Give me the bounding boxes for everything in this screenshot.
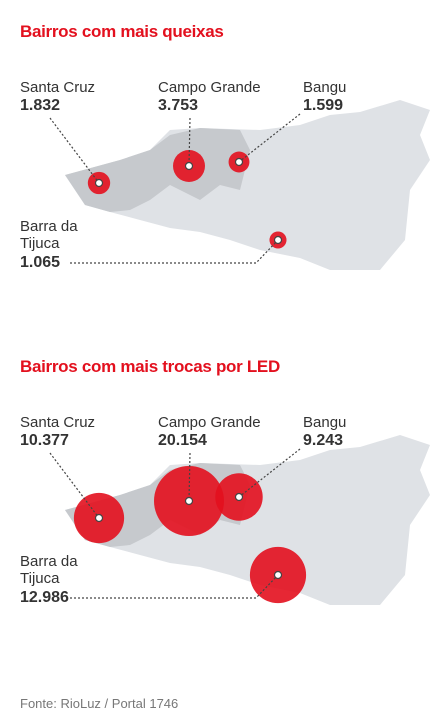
- point-name: Barra da Tijuca: [20, 553, 78, 587]
- bubble-center: [273, 570, 283, 580]
- point-name: Barra da Tijuca: [20, 218, 78, 252]
- point-value: 12.986: [20, 589, 69, 606]
- bubble-center: [234, 157, 244, 167]
- point-name: Campo Grande: [158, 79, 261, 96]
- point-name: Santa Cruz: [20, 79, 96, 96]
- bubble-center: [184, 161, 194, 171]
- point-value: 1.065: [20, 254, 61, 271]
- leader-line: [238, 113, 301, 163]
- map-west-zone: [65, 128, 250, 212]
- bubble-center: [94, 513, 104, 523]
- leader-line: [49, 117, 100, 184]
- point-value: 9.243: [303, 432, 344, 449]
- section-title: Bairros com mais queixas: [20, 22, 224, 41]
- point-value: 1.599: [303, 97, 344, 114]
- leader-line: [70, 574, 279, 599]
- section-title: Bairros com mais trocas por LED: [20, 357, 280, 376]
- map-land: [65, 100, 430, 270]
- bubble-center: [94, 178, 104, 188]
- point-value: 10.377: [20, 432, 69, 449]
- map-1: [65, 100, 430, 270]
- point-name: Santa Cruz: [20, 414, 96, 431]
- bubble-center: [234, 492, 244, 502]
- point-name: Campo Grande: [158, 414, 261, 431]
- point-name: Bangu: [303, 79, 347, 96]
- leader-line: [70, 239, 279, 264]
- leader-line: [49, 452, 100, 519]
- map-land: [65, 435, 430, 605]
- point-value: 20.154: [158, 432, 207, 449]
- point-value: 3.753: [158, 97, 199, 114]
- bubble-center: [184, 496, 194, 506]
- point-value: 1.832: [20, 97, 61, 114]
- leader-line: [188, 117, 191, 167]
- source: Fonte: RioLuz / Portal 1746: [20, 696, 179, 711]
- point-name: Bangu: [303, 414, 347, 431]
- leader-line: [188, 452, 191, 502]
- bubble-center: [273, 235, 283, 245]
- leader-line: [238, 448, 301, 498]
